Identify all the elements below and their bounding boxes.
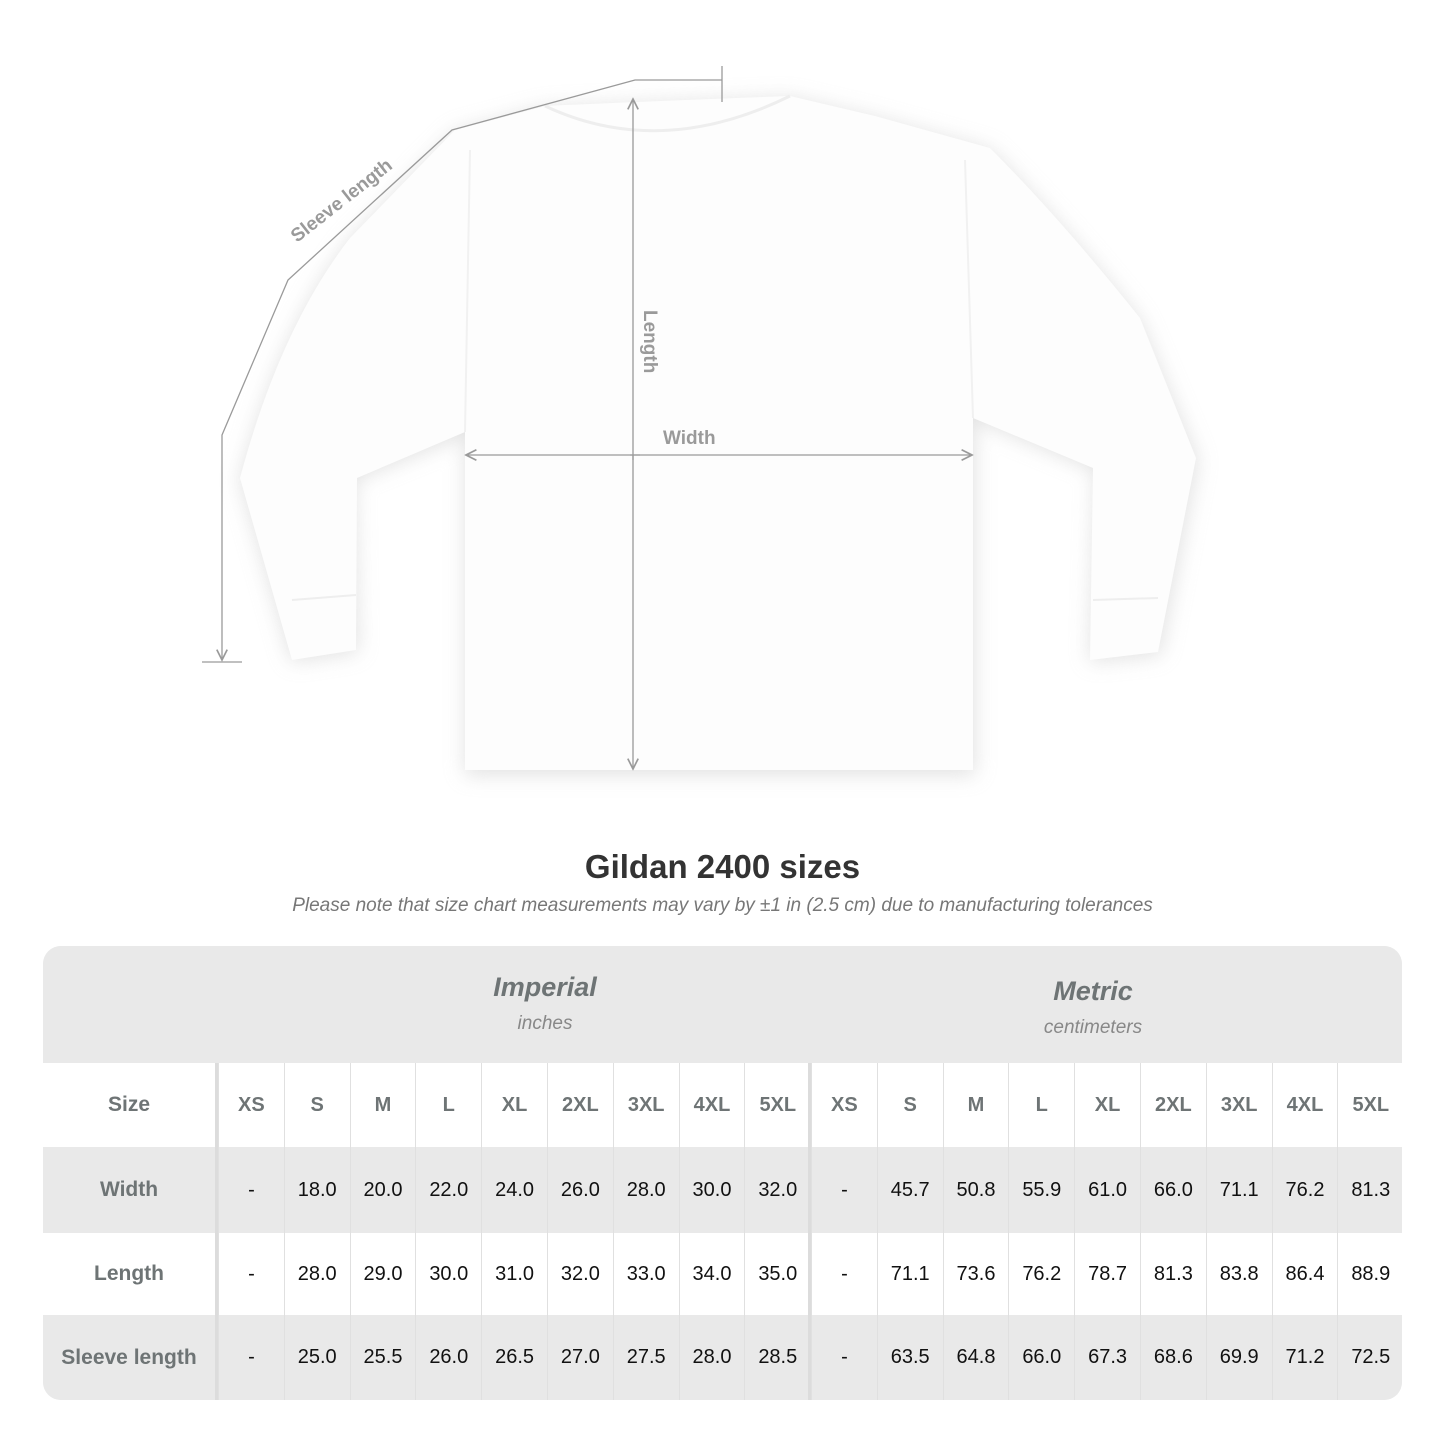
imperial-title: Imperial — [493, 972, 597, 1002]
imperial-value-cell: 26.0 — [415, 1315, 481, 1400]
metric-value-cell: 67.3 — [1074, 1315, 1140, 1400]
size-header-imperial: 2XL — [547, 1063, 613, 1147]
metric-value-cell: 76.2 — [1008, 1233, 1074, 1315]
imperial-value-cell: 34.0 — [678, 1233, 745, 1315]
imperial-header: Imperial inches — [215, 972, 875, 1035]
size-header-metric: 3XL — [1205, 1063, 1272, 1147]
metric-value-cell: 66.0 — [1140, 1147, 1206, 1233]
metric-value-cell: 55.9 — [1008, 1147, 1074, 1233]
metric-value-cell: 66.0 — [1008, 1315, 1074, 1400]
imperial-value-cell: 35.0 — [744, 1233, 810, 1315]
size-header-metric: 2XL — [1140, 1063, 1206, 1147]
metric-value-cell: 72.5 — [1337, 1315, 1402, 1400]
size-row — [43, 1063, 1402, 1147]
row-label: Sleeve length — [61, 1345, 197, 1369]
metric-value-cell: 63.5 — [876, 1315, 943, 1400]
width-label: Width — [663, 428, 716, 449]
metric-value-cell: 45.7 — [876, 1147, 943, 1233]
size-header-metric: XS — [811, 1063, 877, 1147]
divider — [808, 1063, 811, 1400]
size-header-imperial: L — [415, 1063, 481, 1147]
metric-header: Metric centimeters — [813, 976, 1373, 1039]
imperial-value-cell: 28.0 — [283, 1233, 350, 1315]
imperial-value-cell: 25.5 — [349, 1315, 416, 1400]
size-header-metric: M — [942, 1063, 1009, 1147]
metric-value-cell: 64.8 — [942, 1315, 1009, 1400]
metric-unit: centimeters — [1043, 1017, 1143, 1038]
imperial-value-cell: 28.0 — [612, 1147, 679, 1233]
size-header-metric: XL — [1074, 1063, 1140, 1147]
imperial-unit: inches — [517, 1013, 573, 1034]
metric-value-cell: 50.8 — [942, 1147, 1009, 1233]
imperial-value-cell: 29.0 — [349, 1233, 416, 1315]
metric-value-cell: 78.7 — [1074, 1233, 1140, 1315]
metric-value-cell: 76.2 — [1271, 1147, 1338, 1233]
page-title: Gildan 2400 sizes — [584, 848, 861, 885]
width-row — [43, 1147, 1402, 1233]
divider — [215, 1063, 218, 1400]
size-header-imperial: 3XL — [612, 1063, 679, 1147]
length-row — [43, 1233, 1402, 1315]
metric-value-cell: 88.9 — [1337, 1233, 1402, 1315]
imperial-value-cell: 26.5 — [481, 1315, 547, 1400]
header-band — [43, 946, 1402, 1063]
imperial-value-cell: 32.0 — [744, 1147, 810, 1233]
imperial-value-cell: 27.0 — [547, 1315, 613, 1400]
metric-value-cell: 81.3 — [1140, 1233, 1206, 1315]
imperial-value-cell: 22.0 — [415, 1147, 481, 1233]
metric-value-cell: - — [811, 1147, 877, 1233]
sleeve-length-measure — [202, 66, 723, 663]
imperial-value-cell: - — [218, 1147, 284, 1233]
row-label: Length — [94, 1262, 164, 1285]
row-label: Width — [99, 1178, 159, 1201]
size-header-imperial: XL — [481, 1063, 547, 1147]
imperial-value-cell: 33.0 — [612, 1233, 679, 1315]
imperial-value-cell: 32.0 — [547, 1233, 613, 1315]
imperial-value-cell: 27.5 — [612, 1315, 679, 1400]
imperial-value-cell: 28.5 — [744, 1315, 810, 1400]
metric-value-cell: 69.9 — [1205, 1315, 1272, 1400]
imperial-value-cell: 24.0 — [481, 1147, 547, 1233]
metric-value-cell: 83.8 — [1205, 1233, 1272, 1315]
size-header-imperial: 4XL — [678, 1063, 745, 1147]
metric-value-cell: - — [811, 1233, 877, 1315]
imperial-value-cell: 26.0 — [547, 1147, 613, 1233]
metric-value-cell: 71.1 — [1205, 1147, 1272, 1233]
size-header-metric: 5XL — [1337, 1063, 1402, 1147]
metric-value-cell: 71.2 — [1271, 1315, 1338, 1400]
imperial-value-cell: - — [218, 1233, 284, 1315]
metric-title: Metric — [1053, 976, 1133, 1006]
imperial-value-cell: 31.0 — [481, 1233, 547, 1315]
size-header-metric: 4XL — [1271, 1063, 1338, 1147]
imperial-value-cell: 28.0 — [678, 1315, 745, 1400]
sleeve-length-row — [43, 1315, 1402, 1400]
metric-value-cell: 68.6 — [1140, 1315, 1206, 1400]
shirt — [240, 94, 1196, 770]
imperial-value-cell: 25.0 — [283, 1315, 350, 1400]
metric-value-cell: 61.0 — [1074, 1147, 1140, 1233]
imperial-value-cell: - — [218, 1315, 284, 1400]
size-header-imperial: XS — [218, 1063, 284, 1147]
size-table: Imperial inches Metric centimeters Size … — [43, 946, 1402, 1400]
metric-value-cell: 73.6 — [942, 1233, 1009, 1315]
size-header-metric: S — [876, 1063, 943, 1147]
size-header-imperial: M — [349, 1063, 416, 1147]
size-header-imperial: 5XL — [744, 1063, 810, 1147]
imperial-value-cell: 20.0 — [349, 1147, 416, 1233]
imperial-value-cell: 30.0 — [415, 1233, 481, 1315]
tolerance-note: Please note that size chart measurements… — [292, 895, 1153, 916]
length-label: Length — [639, 310, 660, 373]
metric-value-cell: 81.3 — [1337, 1147, 1402, 1233]
metric-value-cell: - — [811, 1315, 877, 1400]
imperial-value-cell: 30.0 — [678, 1147, 745, 1233]
size-label: Size — [107, 1093, 151, 1116]
imperial-value-cell: 18.0 — [283, 1147, 350, 1233]
shirt-diagram: Sleeve length Length Width — [202, 66, 1198, 775]
size-header-imperial: S — [283, 1063, 350, 1147]
metric-value-cell: 86.4 — [1271, 1233, 1338, 1315]
metric-value-cell: 71.1 — [876, 1233, 943, 1315]
size-header-metric: L — [1008, 1063, 1074, 1147]
